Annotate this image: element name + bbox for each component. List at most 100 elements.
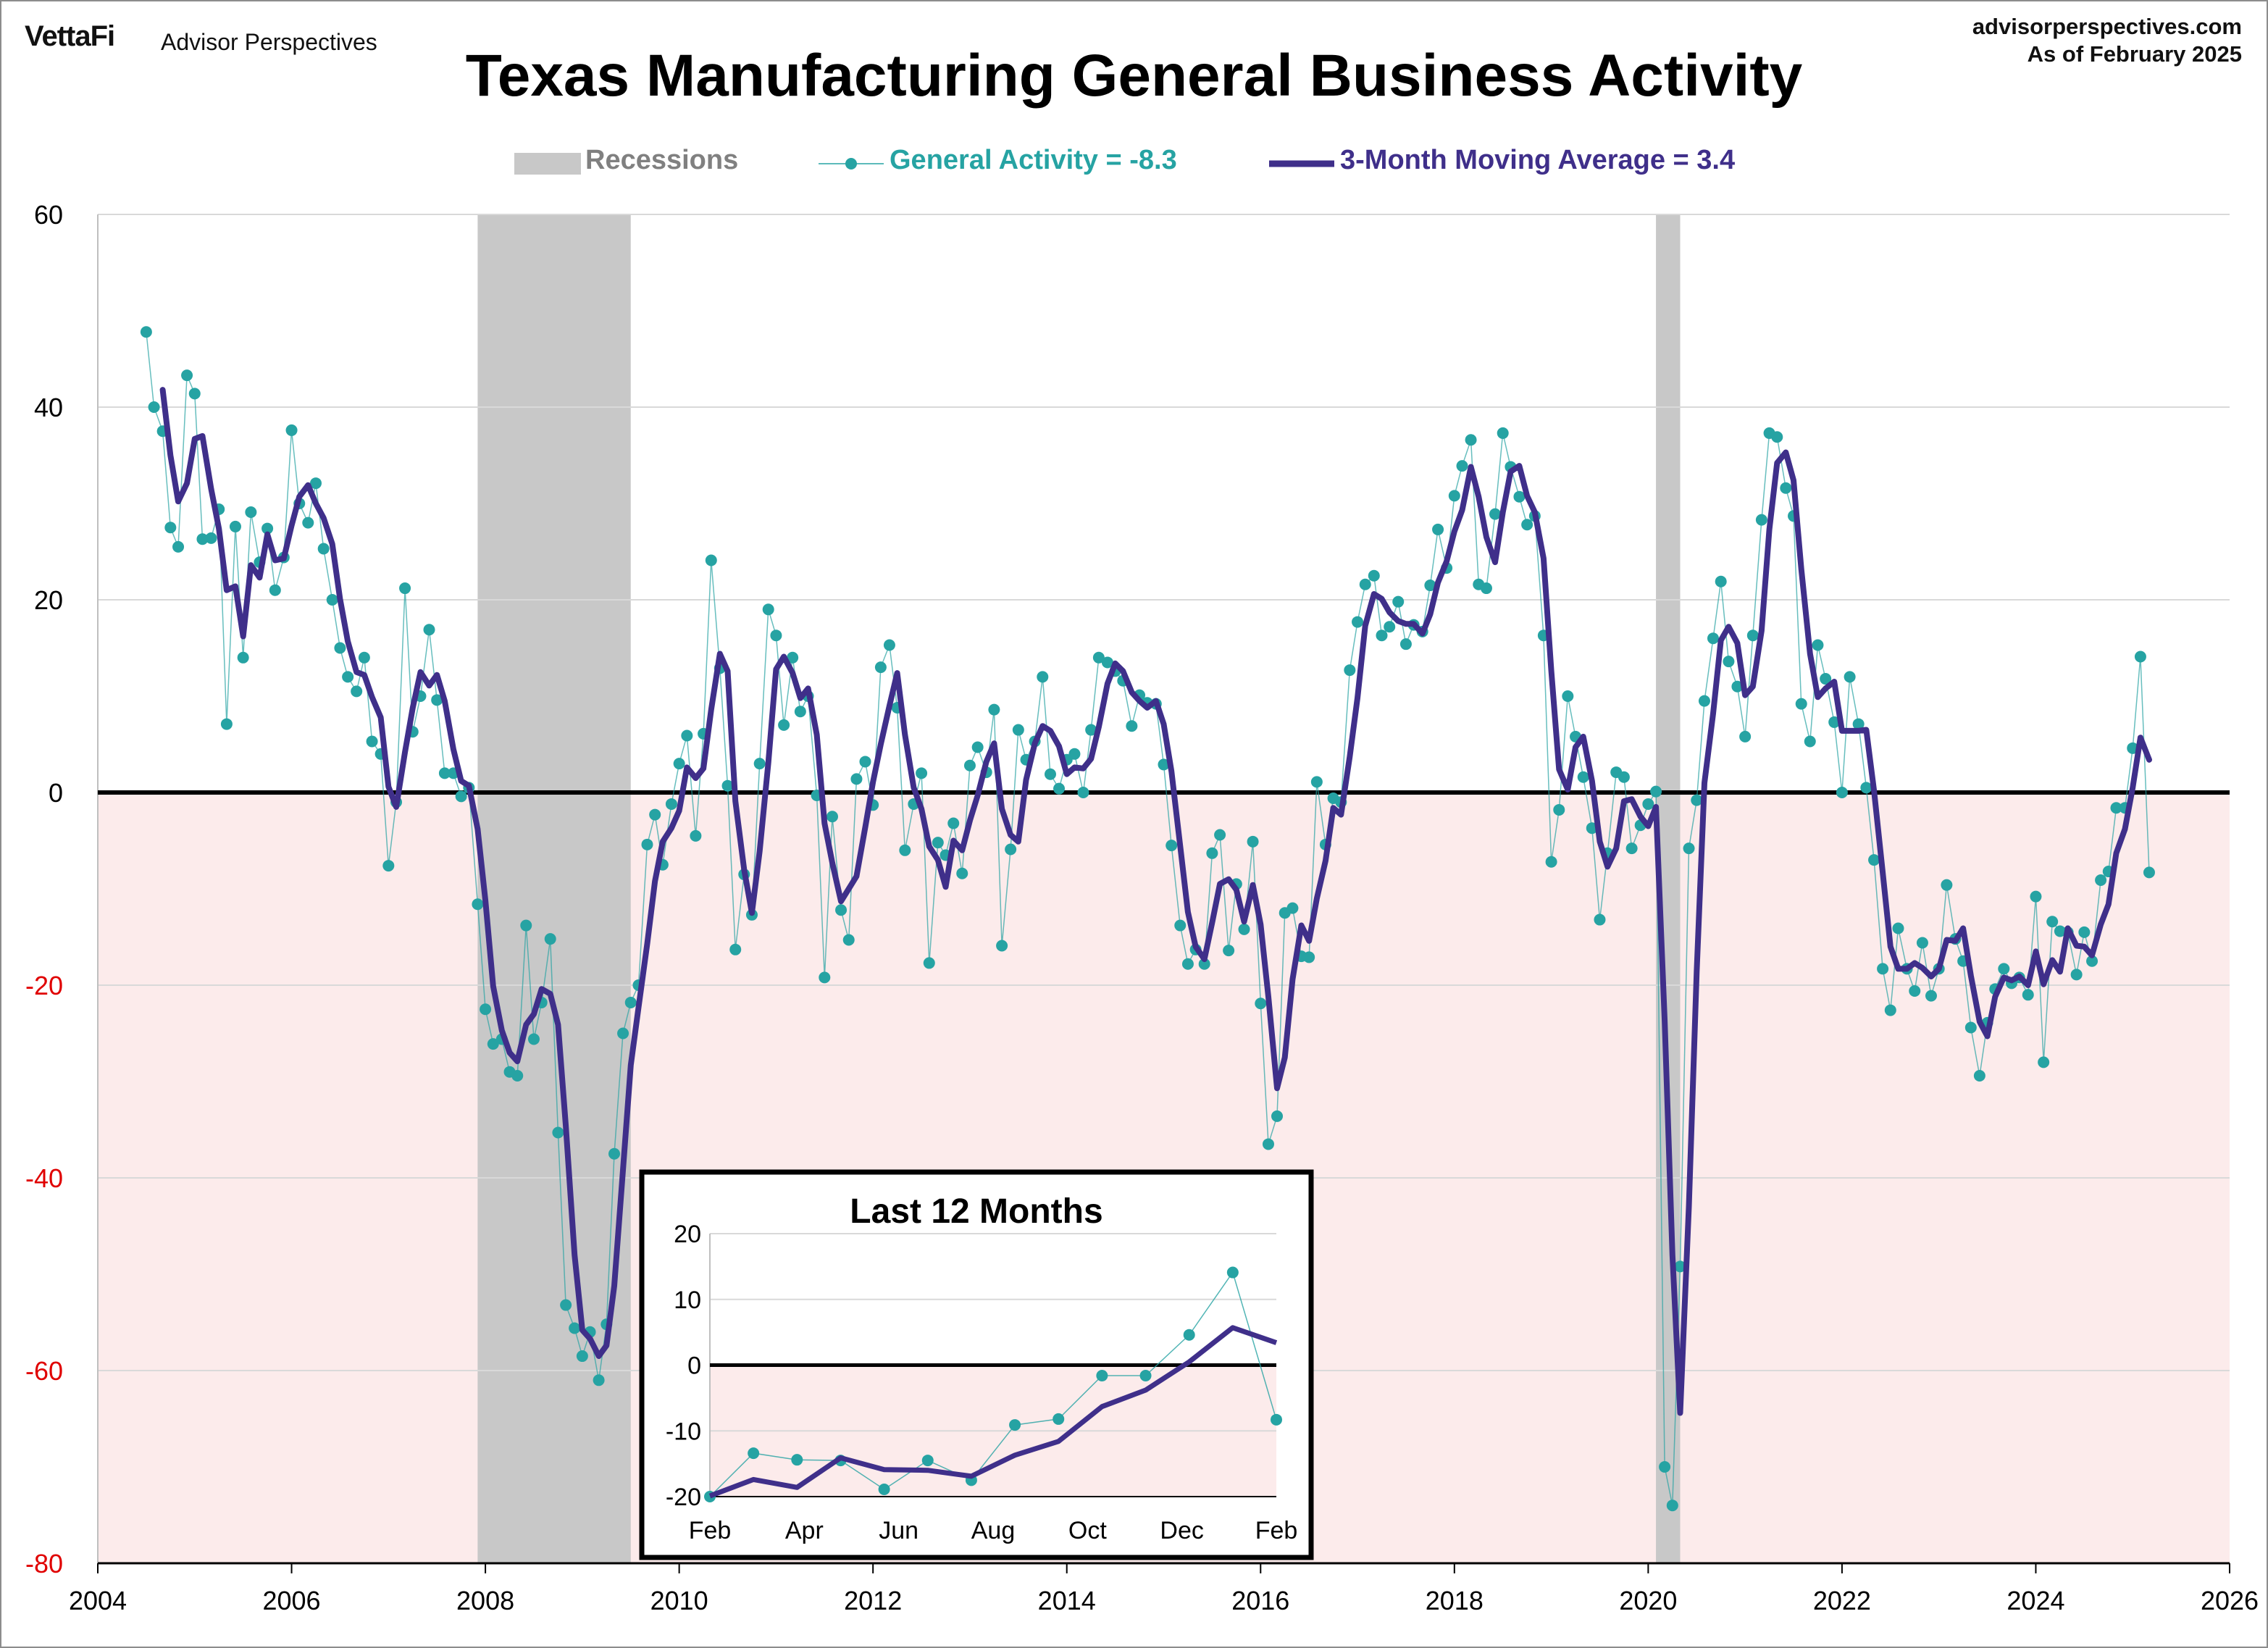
general-activity-point: [366, 735, 378, 748]
inset-chart: Last 12 Months 20 10 0 -10 -20 Feb Apr Jun Aug Oct…: [639, 1169, 1314, 1560]
y-tick-label: 60: [34, 200, 63, 230]
inset-general-point: [921, 1455, 934, 1467]
general-activity-point: [1368, 569, 1380, 582]
general-activity-point: [859, 756, 871, 768]
general-activity-point: [399, 582, 411, 595]
general-activity-point: [1101, 656, 1113, 669]
general-activity-point: [1739, 730, 1752, 743]
general-activity-point: [1836, 787, 1848, 798]
y-tick-label: 20: [34, 585, 63, 615]
general-activity-point: [1424, 580, 1436, 592]
inset-general-point: [748, 1447, 760, 1460]
general-activity-point: [947, 817, 960, 829]
general-activity-point: [317, 543, 330, 555]
general-activity-point: [1746, 629, 1759, 642]
chart-title: Texas Manufacturing General Business Act…: [465, 43, 1803, 109]
general-activity-point: [1012, 724, 1024, 736]
general-activity-point: [1860, 782, 1872, 794]
inset-x-tick-label: Dec: [1160, 1517, 1203, 1544]
general-activity-point: [963, 759, 976, 771]
general-activity-point: [1973, 1070, 1985, 1082]
inset-y-tick-label: 10: [674, 1287, 701, 1314]
general-activity-point: [2078, 926, 2091, 938]
general-activity-point: [1594, 913, 1606, 926]
general-activity-point: [1780, 482, 1792, 494]
general-activity-point: [1456, 460, 1468, 472]
general-activity-point: [762, 603, 774, 616]
general-activity-point: [382, 860, 395, 872]
x-tick-label: 2012: [844, 1586, 902, 1615]
general-activity-point: [1181, 958, 1194, 970]
y-tick-label: -80: [25, 1549, 63, 1578]
general-activity-point: [1852, 718, 1865, 730]
x-tick-label: 2020: [1619, 1586, 1677, 1615]
general-activity-point: [229, 520, 241, 532]
general-activity-point: [1247, 835, 1259, 848]
legend-moving-average: 3-Month Moving Average = 3.4: [1340, 145, 1736, 175]
general-activity-point: [245, 506, 257, 518]
inset-general-point: [1096, 1370, 1108, 1382]
x-tick-label: 2022: [1813, 1586, 1871, 1615]
general-activity-point: [673, 758, 685, 770]
general-activity-point: [2086, 955, 2098, 967]
general-activity-point: [1238, 923, 1250, 935]
general-activity-point: [1618, 771, 1630, 783]
inset-general-point: [1183, 1329, 1195, 1341]
general-activity-point: [1909, 984, 1921, 997]
legend-recession-swatch: [514, 153, 581, 175]
general-activity-point: [1392, 595, 1405, 608]
inset-x-tick-label: Aug: [971, 1517, 1016, 1544]
general-activity-point: [1659, 1461, 1671, 1473]
inset-y-tick-label: 0: [687, 1352, 701, 1380]
general-activity-point: [269, 584, 281, 596]
brand-subtitle: Advisor Perspectives: [161, 29, 377, 55]
inset-x-tick-label: Jun: [879, 1517, 919, 1544]
x-tick-label: 2006: [262, 1586, 320, 1615]
general-activity-point: [544, 933, 556, 945]
general-activity-point: [2030, 890, 2042, 903]
x-tick-label: 2010: [650, 1586, 708, 1615]
as-of-date: As of February 2025: [2027, 41, 2242, 67]
general-activity-point: [1068, 748, 1081, 760]
general-activity-point: [1707, 632, 1719, 645]
general-activity-point: [1715, 575, 1727, 587]
general-activity-point: [2110, 802, 2122, 814]
general-activity-point: [1513, 490, 1526, 503]
general-activity-point: [237, 651, 249, 664]
general-activity-point: [438, 767, 451, 779]
inset-general-point: [1009, 1419, 1021, 1431]
x-tick-label: 2018: [1426, 1586, 1484, 1615]
inset-general-point: [1053, 1413, 1065, 1425]
y-tick-label: 0: [49, 778, 63, 808]
general-activity-point: [2095, 874, 2107, 887]
general-activity-point: [527, 1033, 540, 1045]
general-activity-point: [1650, 785, 1662, 798]
general-activity-point: [1489, 508, 1502, 520]
general-activity-point: [1399, 638, 1412, 651]
general-activity-point: [1553, 803, 1565, 816]
inset-y-tick-label: -20: [666, 1484, 701, 1511]
x-tick-label: 2008: [456, 1586, 514, 1615]
general-activity-point: [1497, 427, 1509, 439]
general-activity-point: [681, 729, 693, 742]
general-activity-point: [956, 867, 968, 879]
general-activity-point: [1812, 639, 1824, 651]
general-activity-point: [172, 540, 185, 553]
general-activity-point: [1771, 431, 1783, 443]
general-activity-point: [1092, 651, 1105, 664]
general-activity-point: [819, 971, 831, 984]
general-activity-point: [1352, 616, 1364, 628]
inset-general-point: [1226, 1266, 1239, 1279]
general-activity-point: [1666, 1499, 1678, 1512]
general-activity-point: [302, 516, 314, 529]
moving-average-line: [159, 387, 2152, 1416]
general-activity-point: [1480, 582, 1492, 595]
general-activity-point: [1085, 724, 1097, 736]
general-activity-point: [1998, 963, 2010, 975]
general-activity-point: [148, 401, 160, 413]
y-tick-label: -40: [25, 1163, 63, 1193]
general-activity-point: [1376, 629, 1388, 642]
general-activity-point: [1044, 768, 1056, 780]
general-activity-point: [988, 703, 1000, 716]
general-activity-point: [1844, 671, 1856, 683]
